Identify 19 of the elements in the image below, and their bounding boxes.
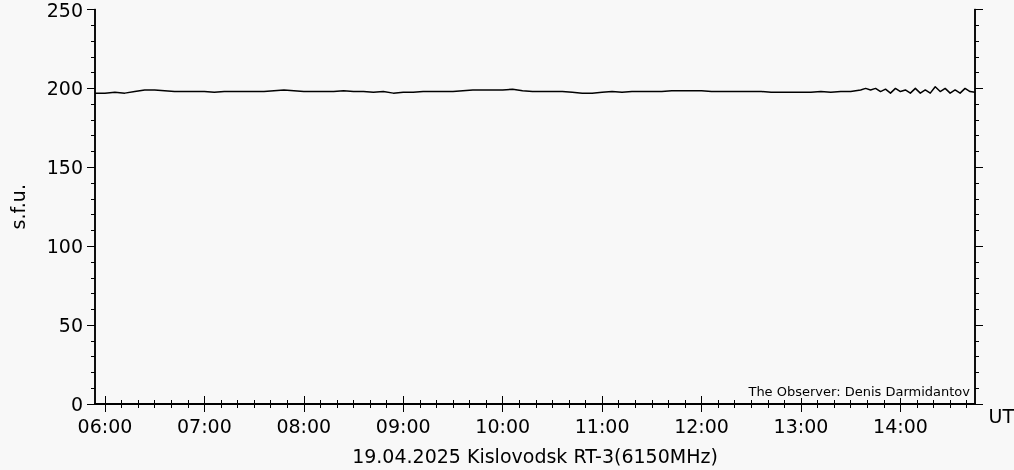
y-tick-label: 0 bbox=[70, 393, 83, 415]
x-tick-label: 11:00 bbox=[574, 414, 630, 437]
x-tick-label: 14:00 bbox=[873, 414, 928, 437]
x-axis-title: 19.04.2025 Kislovodsk RT-3(6150MHz) bbox=[352, 444, 718, 467]
x-tick-label: 08:00 bbox=[276, 414, 332, 437]
y-tick-label: 250 bbox=[46, 0, 83, 21]
y-tick-label: 200 bbox=[46, 77, 83, 100]
y-tick-label: 150 bbox=[46, 156, 83, 179]
x-tick-label: 10:00 bbox=[475, 414, 531, 437]
x-tick-label: 12:00 bbox=[674, 414, 729, 437]
annotation: The Observer: Denis Darmidantov bbox=[747, 384, 971, 399]
text: UT bbox=[988, 404, 1014, 427]
x-tick-label: 13:00 bbox=[773, 414, 829, 437]
y-tick-label: 50 bbox=[58, 314, 83, 337]
y-axis-title: s.f.u. bbox=[6, 184, 29, 230]
y-tick-label: 100 bbox=[46, 235, 83, 258]
x-tick-label: 07:00 bbox=[177, 414, 232, 437]
x-tick-label: 06:00 bbox=[77, 414, 133, 437]
x-tick-label: 09:00 bbox=[375, 414, 431, 437]
